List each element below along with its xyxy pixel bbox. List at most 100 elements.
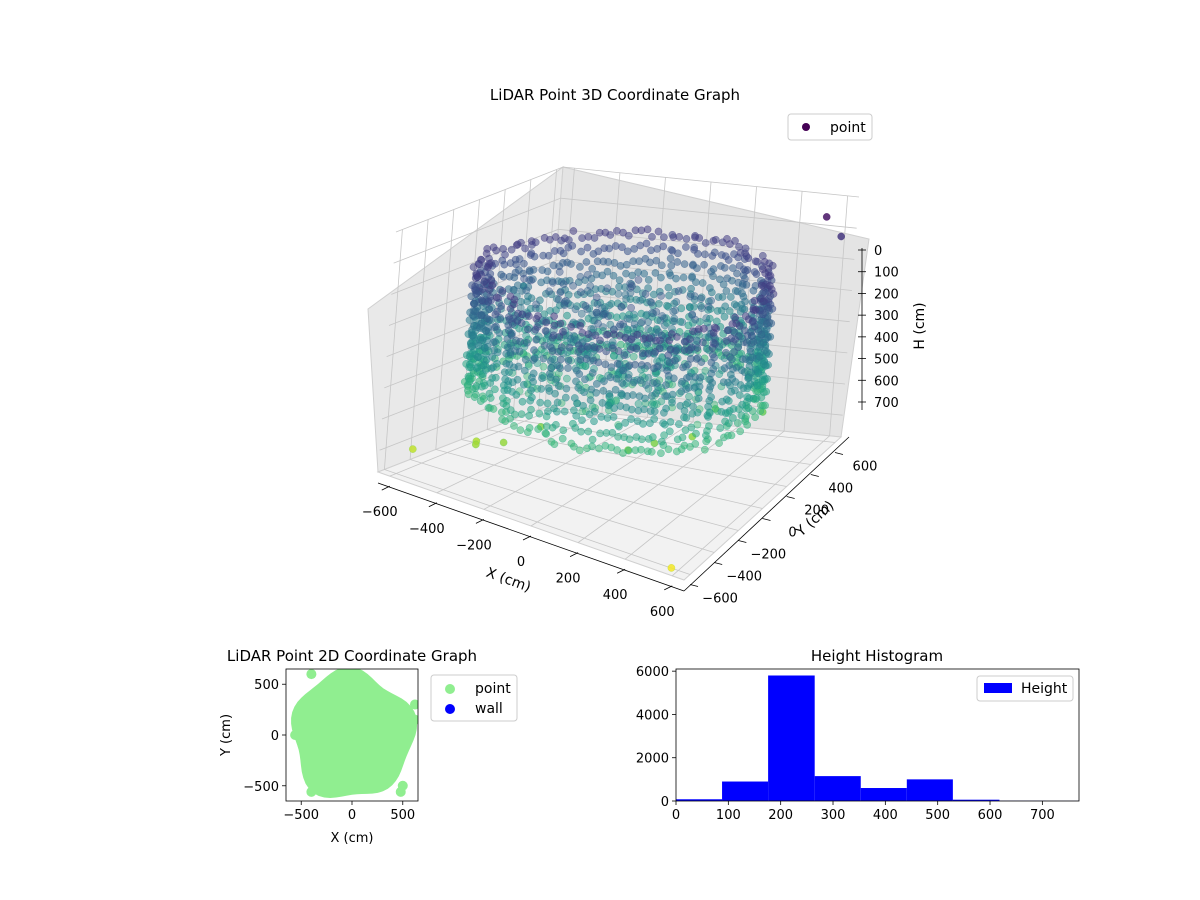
point-3d	[658, 312, 667, 320]
point-3d	[766, 271, 775, 280]
point-3d	[756, 407, 765, 415]
point-3d	[704, 302, 713, 311]
point-3d	[518, 287, 526, 295]
point-3d	[700, 260, 708, 269]
point-3d	[651, 348, 660, 356]
point-3d	[606, 373, 615, 382]
point-3d	[688, 409, 697, 418]
point-3d	[490, 346, 499, 355]
point-3d	[482, 249, 491, 258]
point-3d	[672, 447, 681, 456]
histogram-bar	[952, 799, 1000, 801]
y-tick-label-hist: 6000	[636, 665, 669, 680]
point-3d	[603, 267, 612, 276]
point-3d	[744, 404, 753, 412]
point-3d	[642, 239, 651, 248]
point-3d	[585, 304, 594, 313]
point-3d	[741, 355, 750, 364]
point-3d	[618, 379, 627, 387]
point-3d	[736, 427, 745, 436]
point-3d	[609, 351, 618, 360]
point-3d	[646, 419, 654, 428]
point-3d	[540, 341, 549, 350]
point-3d	[648, 392, 656, 400]
point-3d	[544, 407, 552, 416]
point-3d	[545, 287, 554, 296]
point-3d	[489, 338, 498, 347]
point-3d	[699, 338, 707, 347]
grid-line-y	[486, 189, 787, 487]
point-3d	[594, 358, 603, 367]
point-3d	[490, 323, 499, 332]
point-3d	[676, 401, 685, 410]
point-3d	[612, 396, 620, 405]
point-3d	[718, 397, 727, 406]
point-3d	[665, 427, 674, 436]
point-3d	[670, 314, 679, 323]
y-tick-label-2d: 0	[271, 729, 279, 744]
y-tick-label-3d: −400	[726, 570, 762, 585]
point-3d	[532, 314, 541, 323]
point-3d	[601, 441, 610, 450]
point-3d	[512, 391, 521, 399]
point-3d	[510, 422, 518, 430]
point-3d	[483, 263, 492, 272]
point-3d	[723, 326, 732, 335]
point-3d	[470, 299, 479, 308]
point-3d	[513, 375, 522, 384]
legend-3d-frame	[787, 113, 873, 141]
point-3d	[729, 414, 737, 422]
point-3d	[672, 274, 680, 283]
point-3d	[623, 247, 632, 256]
point-3d	[480, 344, 489, 352]
point-3d	[589, 250, 598, 258]
legend-3d-marker	[802, 123, 810, 131]
point-3d	[507, 331, 516, 340]
point-3d	[660, 408, 668, 417]
point-3d	[665, 358, 674, 367]
point-3d	[708, 350, 717, 359]
y-axis-label-2d: Y (cm)	[219, 714, 234, 757]
legend-histogram: Height	[976, 675, 1074, 702]
x-tick-label-3d: −200	[456, 538, 492, 553]
ticks-2d: −500 −500 0 0 500 500	[243, 678, 415, 823]
point-3d	[637, 361, 646, 369]
point-3d	[715, 370, 724, 378]
legend-2d-label-point: point	[475, 681, 511, 697]
point-3d	[677, 304, 686, 313]
point-3d	[702, 314, 711, 323]
point-3d	[745, 362, 754, 370]
point-3d	[749, 337, 758, 346]
point-3d	[657, 292, 665, 300]
point-3d	[632, 433, 641, 441]
point-3d	[537, 385, 546, 393]
point-3d	[751, 413, 759, 422]
point-3d	[526, 251, 535, 259]
point-3d	[611, 242, 620, 250]
point-3d	[550, 312, 558, 321]
point-3d	[706, 375, 714, 384]
point-3d	[622, 403, 631, 412]
point-3d	[592, 308, 601, 317]
point-3d	[521, 355, 530, 364]
point-3d	[760, 257, 769, 266]
point-3d	[556, 319, 565, 328]
point-3d	[554, 382, 563, 390]
point-3d	[557, 343, 566, 352]
point-3d	[604, 312, 612, 321]
point-3d	[478, 382, 486, 391]
point-3d	[471, 307, 479, 316]
point-3d	[468, 342, 477, 351]
plot-3d-title: LiDAR Point 3D Coordinate Graph	[490, 86, 740, 104]
point-3d	[475, 324, 484, 332]
point-3d	[532, 335, 541, 344]
point-3d	[769, 290, 778, 298]
point-3d	[687, 423, 696, 432]
point-3d	[744, 254, 753, 263]
point-3d	[638, 349, 647, 358]
point-3d	[564, 356, 573, 365]
point-3d	[513, 240, 522, 249]
point-3d	[482, 327, 490, 335]
point-3d	[576, 272, 585, 281]
point-3d	[540, 234, 549, 242]
